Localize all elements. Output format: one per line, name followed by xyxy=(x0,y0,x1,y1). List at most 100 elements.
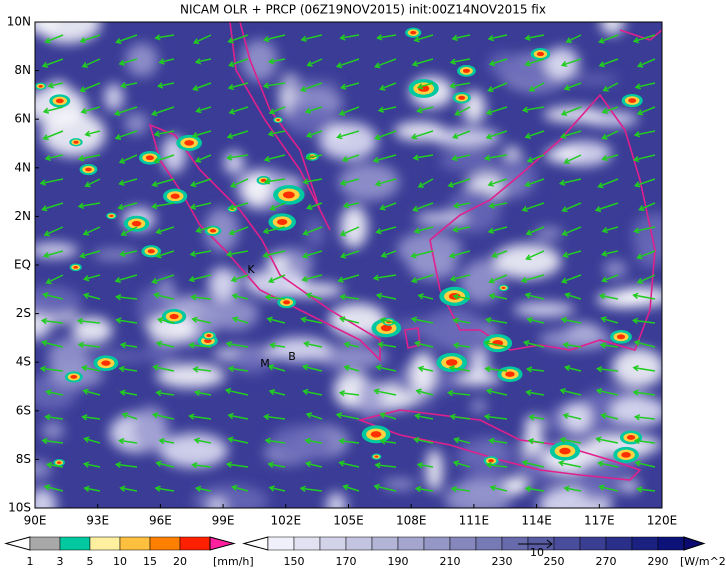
cloud xyxy=(287,283,344,297)
wind-arrow xyxy=(306,202,323,210)
island xyxy=(404,327,421,349)
wind-arrow xyxy=(154,485,175,492)
colorbar-cell xyxy=(59,536,91,551)
colorbar-cell xyxy=(397,536,425,551)
wind-arrow xyxy=(485,130,508,140)
lon-label: 114E xyxy=(521,514,552,528)
cloud xyxy=(488,52,522,78)
wind-arrow xyxy=(268,106,286,115)
wind-arrow xyxy=(117,202,138,211)
wind-arrow xyxy=(155,460,175,468)
wind-arrow xyxy=(84,130,101,137)
wind-arrow xyxy=(192,366,212,373)
colorbar-cell xyxy=(657,536,685,551)
wind-arrow xyxy=(40,317,64,325)
colorbar-label: 170 xyxy=(336,555,357,568)
wind-arrow xyxy=(522,340,545,348)
wind-arrow xyxy=(449,274,471,282)
wind-arrow xyxy=(559,387,582,396)
wind-arrow xyxy=(563,154,582,164)
colorbar-cell xyxy=(119,536,151,551)
colorbar-cell xyxy=(179,536,211,551)
wind-arrow xyxy=(600,316,619,324)
wind-arrow xyxy=(190,294,212,301)
rain-cell xyxy=(85,167,92,172)
wind-arrow xyxy=(491,250,508,258)
wind-arrow xyxy=(339,293,360,301)
cloud xyxy=(159,433,228,468)
wind-arrow xyxy=(113,106,138,116)
wind-arrow xyxy=(339,178,360,186)
wind-arrow xyxy=(410,130,434,140)
wind-arrow xyxy=(158,58,175,65)
wind-arrow xyxy=(155,226,175,235)
wind-arrow xyxy=(524,130,545,139)
rain-cell xyxy=(73,140,79,144)
wind-arrow xyxy=(563,82,582,91)
wind-arrow xyxy=(158,437,175,445)
wind-arrow xyxy=(154,34,175,41)
wind-arrow xyxy=(80,364,101,372)
colorbar-cell xyxy=(319,536,347,551)
colorbar-cell xyxy=(475,536,503,551)
wind-arrow xyxy=(600,412,619,420)
wind-arrow xyxy=(633,178,656,188)
wind-arrow xyxy=(375,226,397,235)
cloud xyxy=(241,39,278,82)
wind-arrow xyxy=(82,388,101,396)
rain-cell xyxy=(206,334,212,338)
rain-cell xyxy=(488,459,494,463)
wind-arrow xyxy=(414,340,434,348)
wind-arrow xyxy=(82,226,101,236)
rain-cell xyxy=(55,98,64,104)
cloud xyxy=(439,149,498,172)
cloud xyxy=(340,205,368,249)
wind-arrow xyxy=(228,58,249,68)
cloud xyxy=(41,421,65,440)
cloud xyxy=(338,163,400,201)
rain-cell xyxy=(131,220,142,227)
wind-arrow xyxy=(81,414,101,421)
wind-arrow xyxy=(488,437,508,445)
wind-arrow xyxy=(597,178,619,189)
wind-arrow xyxy=(521,459,545,468)
wind-arrow xyxy=(417,365,434,372)
wind-arrow xyxy=(231,293,249,300)
wind-arrow xyxy=(227,436,249,444)
colorbar-label: 20 xyxy=(173,555,187,568)
wind-arrow xyxy=(117,437,138,445)
lat-label: 10N xyxy=(7,15,31,29)
wind-arrow xyxy=(82,461,101,468)
wind-arrow xyxy=(416,461,434,469)
wind-arrow xyxy=(416,106,434,114)
wind-arrow xyxy=(114,130,138,140)
wind-arrow xyxy=(267,274,286,284)
cloud xyxy=(208,498,227,508)
wind-arrow xyxy=(372,274,397,281)
wind-arrow xyxy=(373,388,397,396)
lat-label: 2S xyxy=(16,306,31,320)
wind-arrow xyxy=(115,34,138,44)
wind-arrow xyxy=(528,414,545,421)
wind-arrow xyxy=(598,34,619,44)
cloud xyxy=(544,47,580,80)
colorbar-end xyxy=(209,536,236,551)
cloud xyxy=(538,328,614,350)
colorbar-label: 10 xyxy=(113,555,127,568)
wind-arrow xyxy=(301,250,323,259)
wind-arrow xyxy=(268,485,286,492)
rain-cell xyxy=(184,140,194,146)
lon-label: 93E xyxy=(86,514,109,528)
wind-arrow xyxy=(632,34,656,44)
wind-arrow xyxy=(156,317,175,324)
wind-arrow xyxy=(598,58,619,68)
wind-arrow xyxy=(42,106,64,114)
cloud xyxy=(265,256,290,269)
wind-arrow xyxy=(415,388,434,396)
wind-arrow xyxy=(377,341,397,348)
wind-arrow xyxy=(413,436,434,444)
lat-label: 4S xyxy=(16,355,31,369)
wind-arrow xyxy=(525,250,545,261)
lon-label: 111E xyxy=(459,514,490,528)
wind-arrow xyxy=(636,58,656,68)
